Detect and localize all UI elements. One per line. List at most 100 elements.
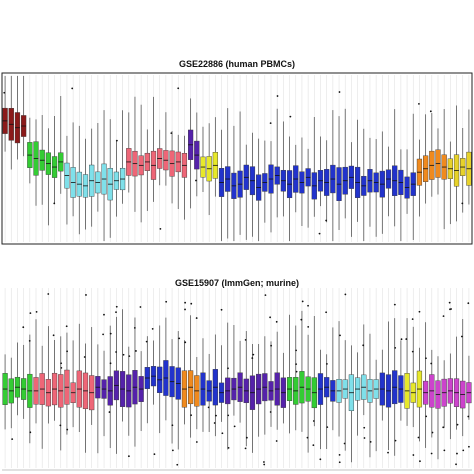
outlier-point: [405, 338, 408, 340]
outlier-point: [411, 318, 414, 321]
outlier-point: [326, 426, 329, 428]
outlier-point: [289, 115, 292, 118]
outlier-point: [170, 132, 173, 135]
outlier-point: [28, 339, 31, 342]
outlier-point: [262, 461, 265, 463]
outlier-point: [139, 306, 142, 308]
outlier-point: [442, 426, 445, 429]
outlier-point: [35, 310, 38, 313]
outlier-point: [393, 303, 396, 306]
outlier-point: [178, 337, 181, 340]
outlier-point: [159, 228, 162, 230]
outlier-point: [165, 300, 168, 303]
outlier-point: [135, 350, 137, 352]
outlier-point: [456, 423, 459, 426]
outlier-point: [312, 444, 315, 447]
outlier-point: [269, 411, 272, 413]
outlier-point: [276, 95, 279, 97]
outlier-point: [307, 325, 310, 328]
outlier-point: [450, 308, 452, 310]
outlier-point: [227, 414, 230, 417]
outlier-point: [295, 370, 298, 373]
outlier-point: [29, 312, 32, 315]
outlier-point: [418, 102, 420, 105]
outlier-point: [325, 363, 328, 365]
outlier-point: [11, 438, 14, 441]
outlier-point: [66, 350, 68, 353]
outlier-point: [418, 310, 421, 313]
outlier-point: [419, 460, 421, 463]
outlier-point: [442, 315, 445, 317]
outlier-point: [307, 304, 309, 307]
outlier-point: [369, 440, 372, 443]
outlier-point: [295, 349, 297, 352]
outlier-point: [184, 341, 187, 344]
outlier-point: [29, 431, 32, 434]
outlier-point: [53, 202, 56, 205]
outlier-point: [66, 428, 69, 431]
outlier-point: [227, 446, 230, 449]
outlier-point: [431, 431, 434, 434]
outlier-point: [145, 340, 148, 343]
outlier-point: [71, 87, 74, 90]
outlier-point: [244, 338, 247, 341]
outlier-point: [221, 432, 224, 435]
plot-frame: [1, 72, 473, 245]
outlier-point: [184, 301, 187, 304]
outlier-point: [425, 357, 427, 360]
outlier-point: [363, 426, 366, 429]
outlier-point: [325, 311, 328, 314]
outlier-point: [318, 232, 321, 235]
outlier-point: [115, 351, 117, 353]
outlier-point: [339, 334, 341, 337]
outlier-point: [65, 325, 68, 328]
outlier-point: [52, 334, 55, 337]
outlier-point: [300, 318, 303, 321]
outlier-point: [269, 122, 272, 125]
outlier-point: [60, 366, 63, 369]
outlier-point: [462, 449, 465, 452]
outlier-point: [430, 452, 433, 455]
outlier-point: [362, 344, 365, 347]
outlier-point: [115, 305, 118, 308]
outlier-point: [394, 346, 397, 349]
chart-title-1: GSE22886 (human PBMCs): [178, 59, 296, 69]
outlier-point: [467, 302, 470, 305]
outlier-point: [343, 442, 346, 445]
outlier-point: [227, 367, 229, 370]
outlier-point: [122, 353, 125, 356]
outlier-point: [195, 179, 197, 182]
outlier-point: [269, 316, 272, 319]
outlier-point: [22, 326, 25, 329]
outlier-point: [301, 300, 304, 303]
outlier-point: [455, 463, 457, 466]
outlier-point: [213, 422, 216, 424]
outlier-point: [85, 294, 87, 296]
outlier-point: [312, 420, 315, 422]
outlier-point: [319, 458, 322, 461]
outlier-point: [270, 344, 273, 347]
outlier-point: [263, 463, 266, 466]
outlier-point: [171, 449, 174, 452]
outlier-point: [59, 424, 62, 427]
outlier-point: [430, 362, 433, 365]
outlier-point: [153, 453, 156, 456]
outlier-point: [115, 139, 118, 142]
outlier-point: [251, 357, 254, 359]
outlier-point: [103, 313, 105, 316]
outlier-point: [417, 436, 420, 439]
outlier-point: [429, 110, 432, 113]
outlier-point: [338, 453, 341, 456]
outlier-point: [245, 436, 248, 439]
outlier-point: [448, 301, 451, 304]
outlier-point: [411, 350, 414, 353]
outlier-point: [109, 332, 112, 335]
outlier-point: [184, 308, 186, 311]
outlier-point: [60, 362, 63, 365]
outlier-point: [456, 452, 458, 455]
outlier-point: [460, 335, 463, 338]
outlier-point: [295, 363, 298, 365]
outlier-point: [195, 317, 198, 319]
outlier-point: [363, 437, 366, 439]
